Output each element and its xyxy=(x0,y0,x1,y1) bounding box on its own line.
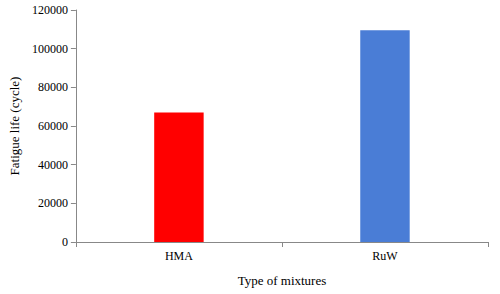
svg-text:RuW: RuW xyxy=(372,249,398,263)
svg-text:120000: 120000 xyxy=(32,3,68,17)
svg-text:60000: 60000 xyxy=(38,119,68,133)
svg-text:40000: 40000 xyxy=(38,158,68,172)
svg-text:80000: 80000 xyxy=(38,80,68,94)
svg-text:Type of mixtures: Type of mixtures xyxy=(238,273,327,288)
svg-text:100000: 100000 xyxy=(32,42,68,56)
svg-text:0: 0 xyxy=(62,235,68,249)
svg-text:Fatigue life (cycle): Fatigue life (cycle) xyxy=(7,77,22,176)
svg-text:HMA: HMA xyxy=(165,249,193,263)
svg-text:20000: 20000 xyxy=(38,196,68,210)
